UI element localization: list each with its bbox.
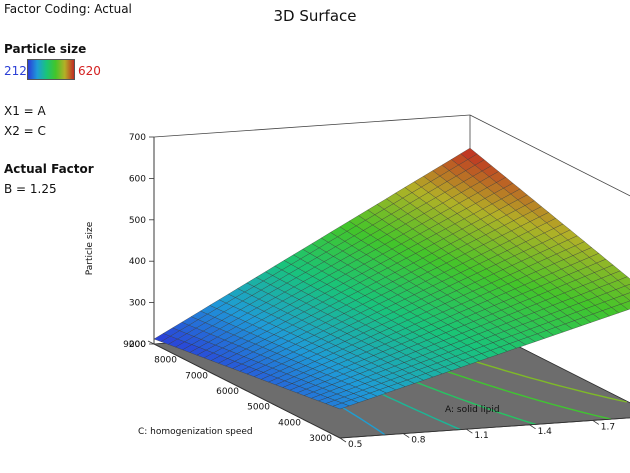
a-tick-label: 0.8 — [411, 436, 426, 446]
a-tick — [339, 437, 347, 443]
a-tick-label: 0.5 — [348, 440, 362, 450]
surface-cell — [617, 276, 630, 287]
chart-title: 3D Surface — [273, 7, 357, 25]
a-tick — [529, 424, 536, 430]
z-tick-label: 300 — [129, 299, 146, 309]
c-tick — [209, 371, 217, 376]
c-tick-label: 4000 — [278, 418, 301, 428]
c-tick — [302, 418, 310, 423]
c-tick — [178, 356, 186, 361]
a-tick — [402, 433, 410, 438]
surface-cell — [615, 285, 630, 296]
c-axis-label: C: homogenization speed — [138, 427, 253, 437]
c-tick-label: 7000 — [185, 371, 208, 381]
legend-min-label: 212 — [4, 64, 27, 78]
actual-factor-value: B = 1.25 — [4, 182, 57, 196]
response-surface — [153, 147, 630, 410]
c-tick — [333, 434, 341, 439]
a-tick — [592, 420, 600, 425]
factor-x1-label: X1 = A — [4, 104, 46, 118]
c-tick-label: 9000 — [123, 340, 146, 350]
c-tick-label: 6000 — [216, 387, 239, 397]
z-tick-label: 600 — [129, 174, 146, 184]
legend-max-label: 620 — [78, 64, 101, 78]
z-tick-label: 400 — [129, 257, 146, 267]
c-tick-label: 3000 — [309, 434, 332, 444]
c-tick — [147, 340, 155, 345]
legend-color-bar — [27, 59, 75, 80]
axes: 200 300 400 500 600 700 Particle size 3000 4000 5… — [85, 133, 630, 450]
box-edge — [153, 114, 471, 138]
c-tick-label: 8000 — [154, 356, 177, 366]
factor-x2-label: X2 = C — [4, 124, 46, 138]
z-axis-label: Particle size — [85, 221, 95, 275]
factor-coding-label: Factor Coding: Actual — [4, 2, 132, 16]
surface-cell — [620, 300, 630, 310]
a-tick-label: 1.1 — [474, 431, 488, 441]
z-tick-label: 500 — [129, 216, 146, 226]
a-tick — [466, 428, 473, 434]
a-tick-label: 1.4 — [538, 427, 553, 437]
a-tick-label: 1.7 — [601, 422, 615, 432]
z-tick-label: 200 — [129, 340, 146, 350]
z-tick-label: 700 — [129, 133, 146, 143]
c-tick — [240, 387, 248, 392]
box-edge — [469, 114, 630, 197]
a-axis-line — [339, 417, 630, 439]
legend-title: Particle size — [4, 42, 87, 56]
c-tick — [271, 403, 279, 408]
actual-factor-title: Actual Factor — [4, 162, 94, 176]
surface-cell — [622, 292, 630, 301]
c-tick-label: 5000 — [247, 403, 270, 413]
surface-cell — [624, 284, 630, 291]
a-axis-label: A: solid lipid — [445, 405, 500, 415]
